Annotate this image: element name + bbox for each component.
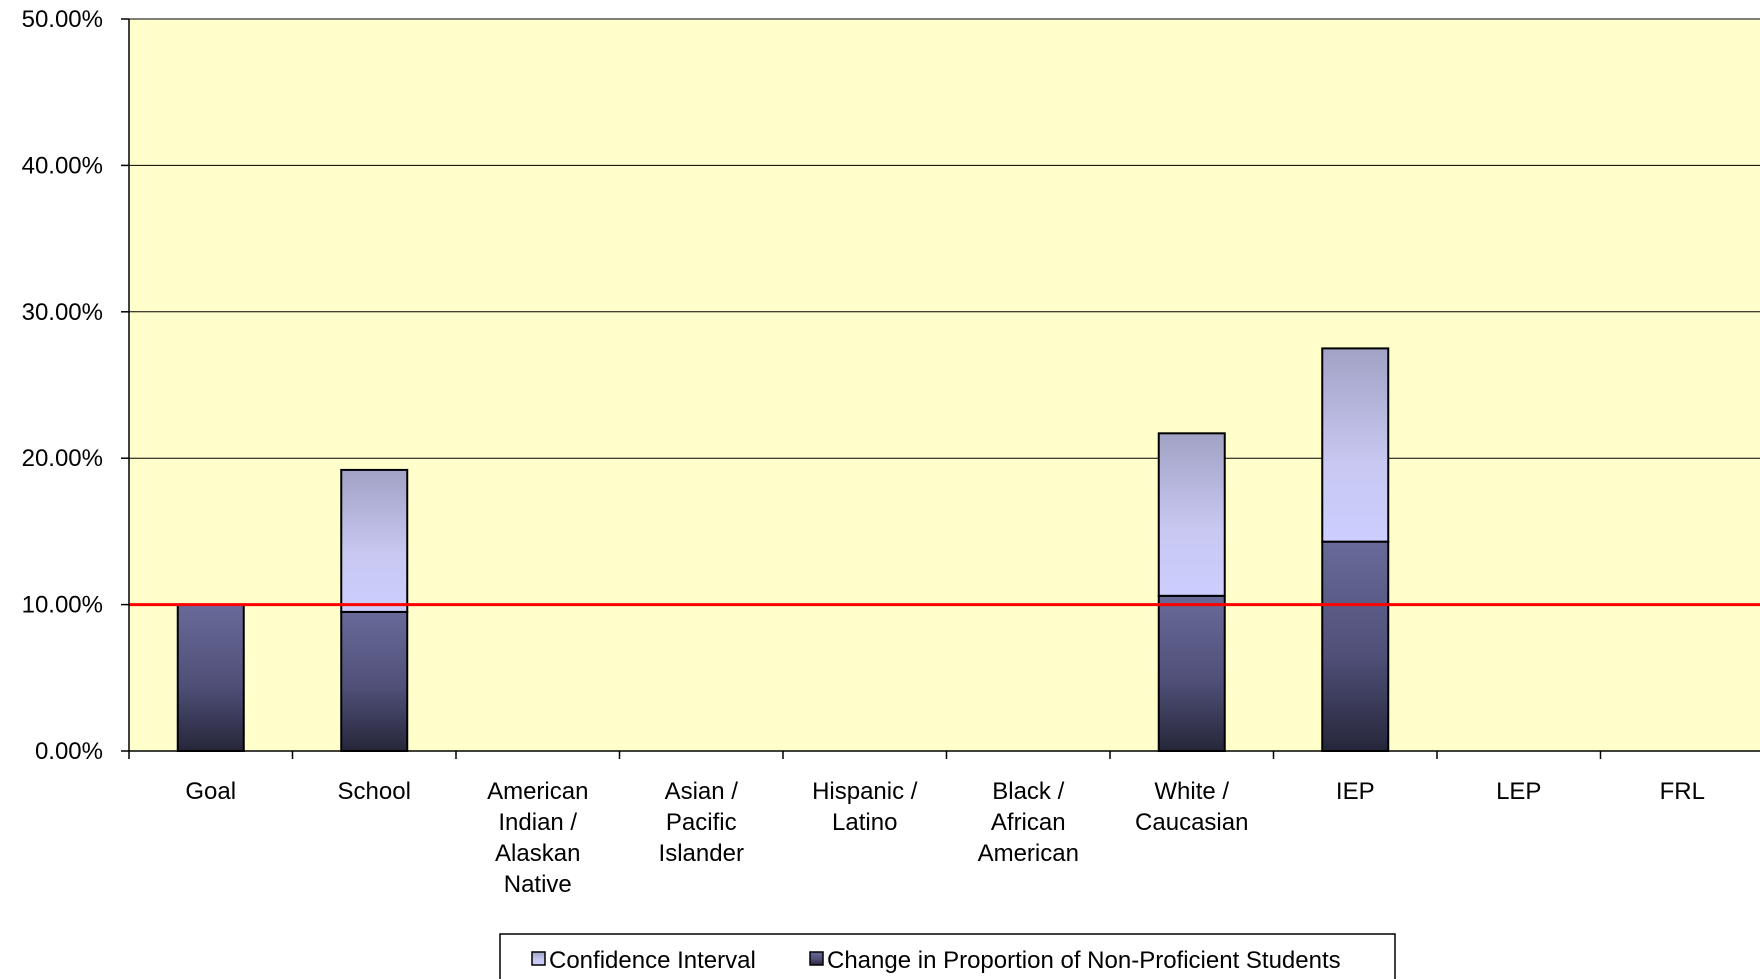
y-tick-label: 50.00%: [22, 6, 103, 33]
x-tick-label: Asian / Pacific Islander: [659, 778, 744, 867]
legend-label: Confidence Interval: [549, 947, 756, 974]
y-tick-label: 30.00%: [22, 299, 103, 326]
bar-confidence-interval: [1157, 432, 1226, 597]
legend-swatch: [531, 951, 546, 966]
bar-change-proportion: [176, 603, 245, 752]
legend-label: Change in Proportion of Non-Proficient S…: [827, 947, 1341, 974]
y-tick-labels: 0.00% 10.00% 20.00% 30.00% 40.00% 50.00%: [22, 6, 103, 765]
x-tick-label: Goal: [185, 778, 236, 805]
x-tick-label: Hispanic / Latino: [812, 778, 918, 836]
x-tick-label: IEP: [1336, 778, 1375, 805]
x-tick-label: Black / African American: [978, 778, 1079, 867]
bar-confidence-interval: [1321, 347, 1390, 543]
bar-change-proportion: [1157, 594, 1226, 752]
bar-confidence-interval: [340, 468, 409, 613]
legend-swatch: [809, 951, 824, 966]
x-tick-labels: Goal School American Indian / Alaskan Native A…: [185, 778, 1705, 898]
y-tick-label: 0.00%: [35, 738, 103, 765]
bars: [176, 347, 1390, 753]
y-tick-label: 10.00%: [22, 592, 103, 619]
x-tick-label: White / Caucasian: [1135, 778, 1248, 836]
x-tick-label: American Indian / Alaskan Native: [487, 778, 588, 898]
y-tick-label: 40.00%: [22, 152, 103, 179]
x-tick-label: School: [338, 778, 411, 805]
legend-box: [499, 933, 1396, 979]
axes: [121, 18, 1760, 759]
x-tick-label: FRL: [1660, 778, 1705, 805]
bar-change-proportion: [1321, 540, 1390, 753]
legend: Confidence Interval Change in Proportion …: [499, 933, 1396, 979]
x-tick-label: LEP: [1496, 778, 1541, 805]
bar-change-proportion: [340, 610, 409, 752]
y-tick-label: 20.00%: [22, 445, 103, 472]
